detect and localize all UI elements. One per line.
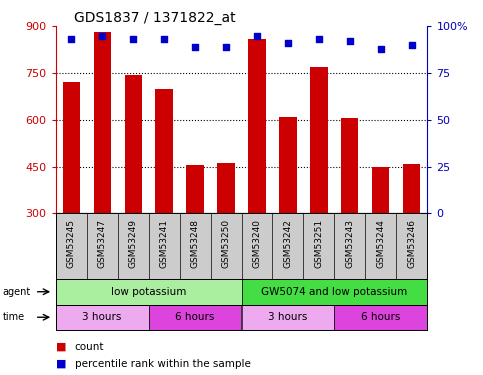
Text: GSM53250: GSM53250 xyxy=(222,219,230,268)
Point xyxy=(284,40,292,46)
Text: percentile rank within the sample: percentile rank within the sample xyxy=(75,359,251,369)
Bar xyxy=(149,304,242,330)
Text: GSM53242: GSM53242 xyxy=(284,219,293,267)
Point xyxy=(408,42,416,48)
Text: count: count xyxy=(75,342,104,352)
Bar xyxy=(56,304,149,330)
Text: agent: agent xyxy=(2,287,30,297)
Text: 6 hours: 6 hours xyxy=(361,312,401,322)
Point xyxy=(67,36,75,42)
Text: GSM53244: GSM53244 xyxy=(376,219,385,267)
Text: GSM53248: GSM53248 xyxy=(190,219,199,268)
Text: GSM53245: GSM53245 xyxy=(67,219,75,268)
Bar xyxy=(403,164,421,213)
Point xyxy=(377,46,385,52)
Point xyxy=(160,36,168,42)
Bar xyxy=(186,165,203,213)
Point xyxy=(346,38,354,44)
Bar xyxy=(334,304,427,330)
Bar xyxy=(311,67,327,213)
Bar xyxy=(248,39,266,213)
Bar xyxy=(94,33,111,213)
Bar xyxy=(156,88,172,213)
Text: GSM53247: GSM53247 xyxy=(98,219,107,268)
Bar xyxy=(280,117,297,213)
Text: ■: ■ xyxy=(56,359,66,369)
Bar xyxy=(242,304,334,330)
Bar xyxy=(62,82,80,213)
Point xyxy=(315,36,323,42)
Text: GDS1837 / 1371822_at: GDS1837 / 1371822_at xyxy=(74,11,236,25)
Bar xyxy=(372,167,389,213)
Point xyxy=(129,36,137,42)
Text: GSM53241: GSM53241 xyxy=(159,219,169,268)
Bar xyxy=(341,118,358,213)
Point xyxy=(191,44,199,50)
Text: time: time xyxy=(2,312,25,322)
Text: 6 hours: 6 hours xyxy=(175,312,215,322)
Text: GSM53240: GSM53240 xyxy=(253,219,261,268)
Text: GSM53246: GSM53246 xyxy=(408,219,416,268)
Text: ■: ■ xyxy=(56,342,66,352)
Text: GSM53251: GSM53251 xyxy=(314,219,324,268)
Text: GW5074 and low potassium: GW5074 and low potassium xyxy=(261,287,408,297)
Bar xyxy=(125,75,142,213)
Bar xyxy=(242,279,427,304)
Point xyxy=(222,44,230,50)
Point xyxy=(253,33,261,39)
Text: GSM53249: GSM53249 xyxy=(128,219,138,268)
Text: 3 hours: 3 hours xyxy=(82,312,122,322)
Text: GSM53243: GSM53243 xyxy=(345,219,355,268)
Bar xyxy=(56,279,242,304)
Bar xyxy=(217,164,235,213)
Point xyxy=(98,33,106,39)
Text: low potassium: low potassium xyxy=(111,287,186,297)
Text: 3 hours: 3 hours xyxy=(268,312,308,322)
